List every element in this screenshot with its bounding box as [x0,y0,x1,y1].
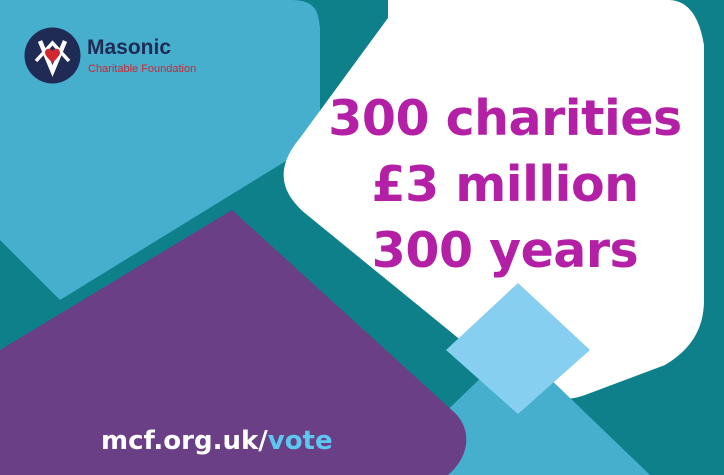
vote-url[interactable]: mcf.org.uk/vote [101,425,333,457]
mcf-logo: Masonic Charitable Foundation [24,27,224,85]
pale-blue-diamond [446,283,590,414]
url-domain: mcf.org.uk/ [101,426,268,456]
headline: 300 charities £3 million 300 years [300,86,710,284]
url-path: vote [267,426,333,456]
logo-subtitle: Charitable Foundation [88,63,197,75]
logo-name: Masonic [87,36,172,59]
masonic-square-compass-heart-icon [24,27,81,84]
headline-years: 300 years [371,222,639,279]
purple-bottom-left-shape [0,210,467,475]
white-headline-panel [283,0,704,400]
headline-charities: 300 charities [328,90,682,147]
headline-amount: £3 million [371,156,639,213]
light-blue-top-left-shape [0,0,320,300]
